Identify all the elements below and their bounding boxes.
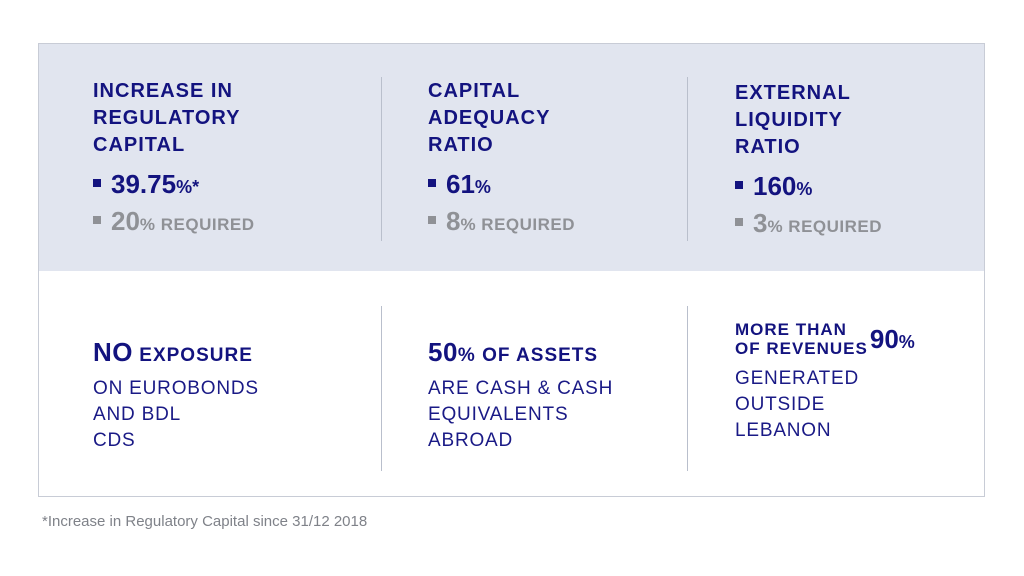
percent-number: 90 [869, 323, 899, 354]
label-line: MORE THAN [735, 320, 847, 339]
heading-line: CAPITAL [93, 134, 186, 156]
required-unit: % REQUIRED [460, 215, 576, 234]
metric-heading: EXTERNAL LIQUIDITY RATIO [735, 80, 882, 161]
divider-bottom-1 [381, 306, 382, 471]
heading-line: EXTERNAL [735, 82, 851, 104]
heading-line: RATIO [428, 134, 494, 156]
square-bullet-icon [428, 216, 436, 224]
body-line: EQUIVALENTS [428, 404, 569, 425]
square-bullet-icon [735, 181, 743, 189]
summary-card: INCREASE IN REGULATORY CAPITAL 39.75 %* 2… [38, 43, 985, 497]
fact-body: ARE CASH & CASH EQUIVALENTS ABROAD [428, 376, 613, 454]
metric-value: 61% [428, 167, 575, 204]
required-number: 3 [753, 208, 768, 238]
value-number: 39.75 [111, 169, 177, 199]
metric-heading: INCREASE IN REGULATORY CAPITAL [93, 78, 255, 159]
emphasis-big: 50 [428, 337, 458, 367]
heading-line: RATIO [735, 136, 801, 158]
body-line: ON EUROBONDS [93, 378, 259, 399]
heading-line: INCREASE IN [93, 80, 233, 102]
emphasis-big: NO [93, 337, 133, 367]
square-bullet-icon [735, 218, 743, 226]
fact-assets-abroad: 50% OF ASSETS ARE CASH & CASH EQUIVALENT… [428, 336, 613, 454]
value-unit: %* [176, 177, 200, 197]
fact-no-exposure: NO EXPOSURE ON EUROBONDS AND BDL CDS [93, 336, 259, 454]
metric-heading: CAPITAL ADEQUACY RATIO [428, 78, 575, 159]
fact-body: GENERATED OUTSIDE LEBANON [735, 366, 915, 444]
emphasis-small: EXPOSURE [133, 345, 253, 366]
body-line: GENERATED [735, 368, 860, 389]
metric-value: 160% [735, 169, 882, 206]
more-than-label: MORE THAN OF REVENUES [735, 320, 868, 358]
value-unit: % [796, 179, 813, 199]
heading-line: ADEQUACY [428, 107, 551, 129]
square-bullet-icon [428, 179, 436, 187]
required-number: 8 [446, 206, 461, 236]
square-bullet-icon [93, 216, 101, 224]
heading-line: REGULATORY [93, 107, 241, 129]
top-band [39, 44, 984, 271]
value-number: 160 [753, 171, 797, 201]
fact-body: ON EUROBONDS AND BDL CDS [93, 376, 259, 454]
metric-required: 20% REQUIRED [93, 204, 255, 242]
fact-revenues-outside: MORE THAN OF REVENUES 90% GENERATED OUTS… [735, 320, 915, 444]
required-unit: % REQUIRED [139, 215, 255, 234]
percent-unit: % [898, 331, 915, 352]
heading-line: CAPITAL [428, 80, 521, 102]
metric-regulatory-capital: INCREASE IN REGULATORY CAPITAL 39.75 %* 2… [93, 78, 255, 242]
emphasis-small: % OF ASSETS [457, 345, 599, 366]
divider-top-2 [687, 77, 688, 241]
metric-external-liquidity: EXTERNAL LIQUIDITY RATIO 160% 3% REQUIRE… [735, 80, 882, 244]
divider-top-1 [381, 77, 382, 241]
metric-value: 39.75 %* [93, 167, 255, 204]
body-line: OUTSIDE [735, 394, 826, 415]
heading-line: LIQUIDITY [735, 109, 843, 131]
label-line: OF REVENUES [735, 339, 868, 358]
revenue-percent: 90% [870, 324, 915, 355]
fact-emphasis: MORE THAN OF REVENUES 90% [735, 320, 915, 358]
value-unit: % [474, 177, 491, 197]
value-number: 61 [446, 169, 475, 199]
body-line: ABROAD [428, 430, 514, 451]
body-line: ARE CASH & CASH [428, 378, 614, 399]
metric-required: 8% REQUIRED [428, 204, 575, 242]
required-number: 20 [111, 206, 140, 236]
divider-bottom-2 [687, 306, 688, 471]
metric-required: 3% REQUIRED [735, 206, 882, 244]
fact-emphasis: 50% OF ASSETS [428, 336, 613, 372]
square-bullet-icon [93, 179, 101, 187]
metric-capital-adequacy: CAPITAL ADEQUACY RATIO 61% 8% REQUIRED [428, 78, 575, 242]
fact-emphasis: NO EXPOSURE [93, 336, 259, 372]
required-unit: % REQUIRED [767, 217, 883, 236]
body-line: AND BDL [93, 404, 181, 425]
body-line: CDS [93, 430, 136, 451]
body-line: LEBANON [735, 420, 832, 441]
footnote: *Increase in Regulatory Capital since 31… [42, 513, 368, 530]
